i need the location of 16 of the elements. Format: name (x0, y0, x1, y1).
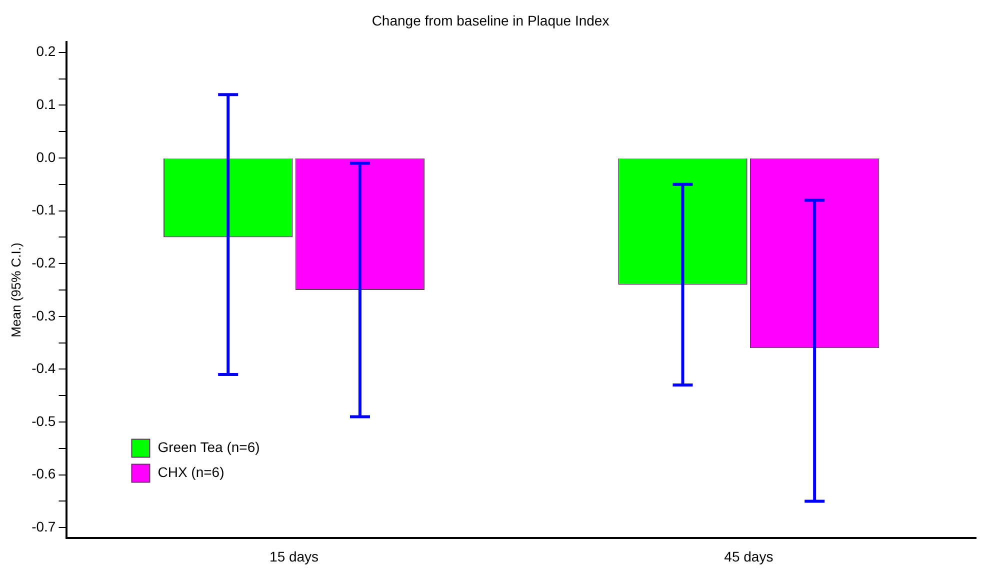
x-tick-label: 15 days (270, 548, 319, 564)
y-tick-label: -0.4 (32, 360, 56, 376)
legend-label: CHX (n=6) (158, 464, 224, 480)
y-tick-label: -0.1 (32, 202, 56, 218)
y-tick-label: -0.2 (32, 254, 56, 270)
y-tick-label: -0.5 (32, 412, 56, 429)
y-axis-title: Mean (95% C.I.) (8, 242, 24, 338)
legend-label: Green Tea (n=6) (158, 439, 260, 456)
y-tick-label: -0.6 (32, 466, 56, 482)
y-tick-label: -0.3 (32, 307, 56, 324)
y-tick-label: -0.7 (32, 518, 56, 534)
y-tick-label: 0.2 (36, 43, 56, 60)
chart-title: Change from baseline in Plaque Index (372, 12, 610, 28)
y-tick-label: 0.1 (36, 96, 56, 112)
x-tick-label: 45 days (724, 548, 774, 564)
y-tick-label: 0.0 (36, 148, 56, 165)
